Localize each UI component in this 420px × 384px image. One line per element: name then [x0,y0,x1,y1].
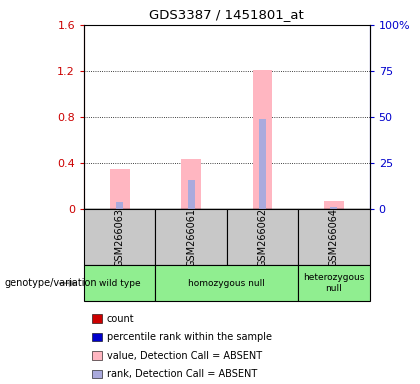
Text: genotype/variation: genotype/variation [4,278,97,288]
Text: wild type: wild type [99,279,141,288]
Bar [84,265,155,301]
Text: GSM266061: GSM266061 [186,208,196,266]
Text: count: count [107,314,134,324]
Text: heterozygous
null: heterozygous null [303,273,365,293]
Bar [227,209,298,265]
Bar [155,209,227,265]
Text: homozygous null: homozygous null [188,279,265,288]
Bar [298,209,370,265]
Bar [110,169,130,209]
Bar [116,202,123,209]
Bar [324,201,344,209]
Bar [259,119,266,209]
Text: GSM266063: GSM266063 [115,208,125,266]
Bar [331,207,338,209]
Text: rank, Detection Call = ABSENT: rank, Detection Call = ABSENT [107,369,257,379]
Bar [181,159,201,209]
Bar [252,70,273,209]
Text: GSM266064: GSM266064 [329,208,339,266]
Bar [298,265,370,301]
Text: GSM266062: GSM266062 [257,208,268,266]
Text: value, Detection Call = ABSENT: value, Detection Call = ABSENT [107,351,262,361]
Bar [187,180,195,209]
Text: percentile rank within the sample: percentile rank within the sample [107,332,272,342]
Title: GDS3387 / 1451801_at: GDS3387 / 1451801_at [150,8,304,21]
Bar [84,209,155,265]
Bar [155,265,298,301]
